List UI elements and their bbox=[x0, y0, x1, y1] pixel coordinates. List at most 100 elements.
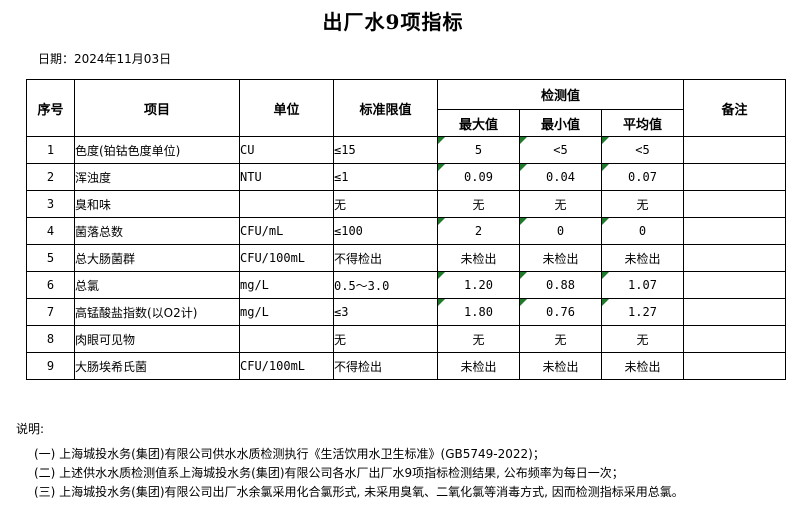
cell-no: 9 bbox=[26, 352, 75, 380]
cell-remark bbox=[683, 163, 786, 191]
cell-limit: ≤100 bbox=[333, 217, 438, 245]
cell-avg: 无 bbox=[601, 190, 684, 218]
cell-no: 3 bbox=[26, 190, 75, 218]
cell-avg: 未检出 bbox=[601, 244, 684, 272]
cell-remark bbox=[683, 271, 786, 299]
table-row: 8 肉眼可见物无无无无 bbox=[26, 325, 786, 353]
cell-unit: CFU/100mL bbox=[239, 244, 334, 272]
table-header-row-1: 序号 项目 单位 标准限值 检测值 备注 bbox=[26, 79, 786, 137]
cell-unit bbox=[239, 325, 334, 353]
cell-min: 无 bbox=[519, 325, 602, 353]
header-item: 项目 bbox=[74, 79, 240, 137]
cell-no: 6 bbox=[26, 271, 75, 299]
cell-min: 未检出 bbox=[519, 244, 602, 272]
cell-limit: ≤15 bbox=[333, 136, 438, 164]
cell-unit: mg/L bbox=[239, 298, 334, 326]
cell-min: 0.76 bbox=[519, 298, 602, 326]
header-remark: 备注 bbox=[683, 79, 786, 137]
cell-limit: 无 bbox=[333, 190, 438, 218]
header-min: 最小值 bbox=[519, 109, 602, 137]
note-line: (二) 上述供水水质检测值系上海城投水务(集团)有限公司各水厂出厂水9项指标检测… bbox=[34, 466, 624, 480]
cell-unit bbox=[239, 190, 334, 218]
cell-limit: ≤3 bbox=[333, 298, 438, 326]
table-row: 1 色度(铂钴色度单位) CU ≤15 5 <5 <5 bbox=[26, 136, 786, 164]
cell-max: 未检出 bbox=[437, 352, 520, 380]
cell-item: 高锰酸盐指数(以O2计) bbox=[74, 298, 240, 326]
cell-min: <5 bbox=[519, 136, 602, 164]
cell-limit: ≤1 bbox=[333, 163, 438, 191]
notes-lines: (一) 上海城投水务(集团)有限公司供水水质检测执行《生活饮用水卫生标准》(GB… bbox=[16, 445, 776, 502]
table-row: 3 臭和味无无无无 bbox=[26, 190, 786, 218]
cell-no: 2 bbox=[26, 163, 75, 191]
notes-block: 说明: (一) 上海城投水务(集团)有限公司供水水质检测执行《生活饮用水卫生标准… bbox=[16, 420, 776, 502]
notes-title: 说明: bbox=[16, 422, 45, 436]
table-row: 4 菌落总数 CFU/mL ≤100 2 0 0 bbox=[26, 217, 786, 245]
cell-item: 臭和味 bbox=[74, 190, 240, 218]
page-title: 出厂水9项指标 bbox=[322, 10, 464, 34]
table-row: 9 大肠埃希氏菌 CFU/100mL 不得检出 未检出 未检出 未检出 bbox=[26, 352, 786, 380]
cell-min: 0.88 bbox=[519, 271, 602, 299]
cell-unit: CFU/mL bbox=[239, 217, 334, 245]
cell-unit: CU bbox=[239, 136, 334, 164]
cell-max: 2 bbox=[437, 217, 520, 245]
cell-max: 5 bbox=[437, 136, 520, 164]
cell-avg: 1.07 bbox=[601, 271, 684, 299]
cell-item: 大肠埃希氏菌 bbox=[74, 352, 240, 380]
header-unit: 单位 bbox=[239, 79, 334, 137]
cell-max: 1.20 bbox=[437, 271, 520, 299]
cell-remark bbox=[683, 217, 786, 245]
header-avg: 平均值 bbox=[601, 109, 684, 137]
cell-max: 无 bbox=[437, 325, 520, 353]
header-max: 最大值 bbox=[437, 109, 520, 137]
table-row: 6 总氯 mg/L 0.5～3.0 1.20 0.88 1.07 bbox=[26, 271, 786, 299]
cell-avg: 无 bbox=[601, 325, 684, 353]
header-measured-group: 检测值 bbox=[437, 79, 684, 110]
cell-no: 8 bbox=[26, 325, 75, 353]
cell-unit: CFU/100mL bbox=[239, 352, 334, 380]
cell-unit: NTU bbox=[239, 163, 334, 191]
water-quality-table: 序号 项目 单位 标准限值 检测值 备注 最大值 最小值 平均值 1 色度(铂钴色… bbox=[26, 79, 786, 380]
cell-item: 总氯 bbox=[74, 271, 240, 299]
cell-avg: 0.07 bbox=[601, 163, 684, 191]
cell-limit: 不得检出 bbox=[333, 244, 438, 272]
cell-no: 4 bbox=[26, 217, 75, 245]
cell-item: 总大肠菌群 bbox=[74, 244, 240, 272]
cell-limit: 无 bbox=[333, 325, 438, 353]
cell-remark bbox=[683, 325, 786, 353]
table-row: 5 总大肠菌群 CFU/100mL 不得检出 未检出 未检出 未检出 bbox=[26, 244, 786, 272]
cell-max: 无 bbox=[437, 190, 520, 218]
note-line: (三) 上海城投水务(集团)有限公司出厂水余氯采用化合氯形式, 未采用臭氧、二氧… bbox=[34, 485, 684, 499]
cell-no: 7 bbox=[26, 298, 75, 326]
cell-remark bbox=[683, 190, 786, 218]
note-line: (一) 上海城投水务(集团)有限公司供水水质检测执行《生活饮用水卫生标准》(GB… bbox=[34, 447, 545, 461]
cell-item: 浑浊度 bbox=[74, 163, 240, 191]
cell-max: 未检出 bbox=[437, 244, 520, 272]
cell-min: 未检出 bbox=[519, 352, 602, 380]
cell-min: 无 bbox=[519, 190, 602, 218]
table-header: 序号 项目 单位 标准限值 检测值 备注 最大值 最小值 平均值 bbox=[26, 79, 786, 137]
cell-limit: 不得检出 bbox=[333, 352, 438, 380]
table-header-row-2: 最大值 最小值 平均值 bbox=[27, 109, 786, 137]
cell-no: 1 bbox=[26, 136, 75, 164]
report-date: 日期：2024年11月03日 bbox=[38, 52, 172, 66]
cell-max: 1.80 bbox=[437, 298, 520, 326]
cell-avg: <5 bbox=[601, 136, 684, 164]
cell-limit: 0.5～3.0 bbox=[333, 271, 438, 299]
cell-max: 0.09 bbox=[437, 163, 520, 191]
table-body: 1 色度(铂钴色度单位) CU ≤15 5 <5 <5 2 浑浊度 NTU ≤1 0.09 0.04 0.… bbox=[26, 136, 786, 380]
cell-remark bbox=[683, 298, 786, 326]
header-standard-limit: 标准限值 bbox=[333, 79, 438, 137]
cell-item: 色度(铂钴色度单位) bbox=[74, 136, 240, 164]
cell-avg: 0 bbox=[601, 217, 684, 245]
cell-item: 肉眼可见物 bbox=[74, 325, 240, 353]
table-row: 7 高锰酸盐指数(以O2计) mg/L ≤3 1.80 0.76 1.27 bbox=[26, 298, 786, 326]
cell-avg: 未检出 bbox=[601, 352, 684, 380]
cell-min: 0.04 bbox=[519, 163, 602, 191]
cell-min: 0 bbox=[519, 217, 602, 245]
cell-remark bbox=[683, 136, 786, 164]
header-no: 序号 bbox=[26, 79, 75, 137]
cell-remark bbox=[683, 352, 786, 380]
cell-remark bbox=[683, 244, 786, 272]
table-row: 2 浑浊度 NTU ≤1 0.09 0.04 0.07 bbox=[26, 163, 786, 191]
cell-item: 菌落总数 bbox=[74, 217, 240, 245]
